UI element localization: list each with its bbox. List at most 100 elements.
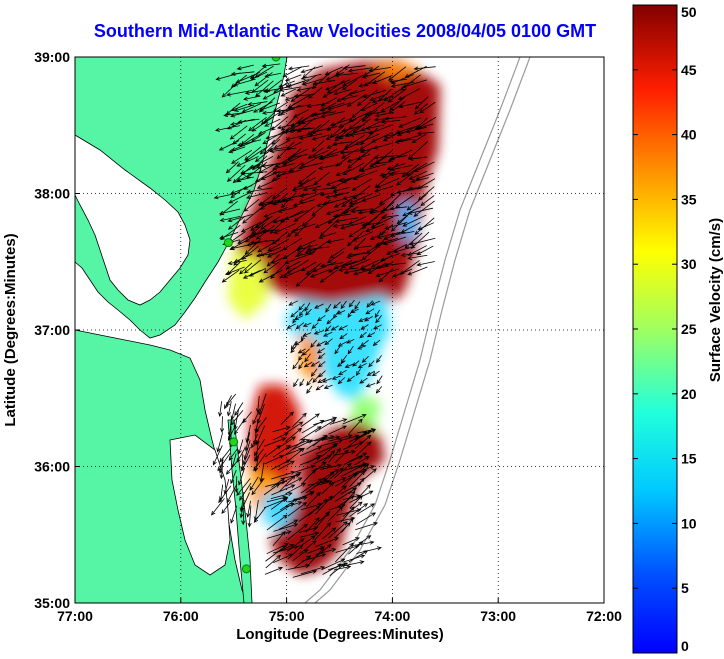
- velocity-vector: [241, 171, 268, 175]
- velocity-vector: [396, 172, 414, 186]
- velocity-vector: [306, 492, 321, 508]
- vector-arrowhead: [398, 123, 404, 128]
- velocity-vector: [364, 71, 386, 87]
- vector-arrowhead: [407, 210, 413, 215]
- velocity-vector: [349, 470, 365, 488]
- velocity-vector: [271, 477, 285, 488]
- velocity-vector: [301, 116, 323, 124]
- velocity-vector: [248, 116, 267, 131]
- velocity-vector: [228, 213, 253, 222]
- vector-arrowhead: [251, 127, 257, 132]
- velocity-vector: [298, 348, 306, 354]
- vector-arrowhead: [342, 418, 348, 423]
- vector-arrowhead: [352, 362, 357, 367]
- colorbar-tick-label: 15: [681, 451, 697, 467]
- velocity-vector: [328, 434, 353, 442]
- velocity-vector: [322, 377, 332, 383]
- velocity-vector: [302, 74, 318, 85]
- vector-arrowhead: [298, 421, 304, 426]
- vector-arrowhead: [367, 269, 373, 274]
- velocity-vector: [299, 378, 305, 387]
- vector-arrowhead: [294, 232, 299, 237]
- vector-arrowhead: [327, 454, 332, 459]
- velocity-vector: [293, 492, 314, 501]
- velocity-vector: [255, 80, 274, 97]
- vector-arrowhead: [233, 258, 239, 263]
- vector-arrowhead: [340, 504, 346, 509]
- velocity-vector: [294, 206, 316, 222]
- vector-arrowhead: [263, 213, 269, 218]
- vector-arrowhead: [374, 313, 379, 319]
- velocity-vector: [280, 210, 304, 223]
- vector-arrowhead: [347, 91, 353, 96]
- velocity-vector: [386, 244, 407, 255]
- vector-arrowhead: [388, 109, 393, 114]
- vector-arrowhead: [359, 379, 364, 384]
- vector-arrowhead: [319, 107, 325, 112]
- vector-arrowhead: [287, 105, 293, 111]
- vector-arrowhead: [255, 92, 260, 97]
- vector-arrowhead: [361, 197, 367, 202]
- velocity-vector: [282, 237, 303, 251]
- velocity-vector: [399, 117, 421, 128]
- vector-arrowhead: [320, 565, 326, 570]
- velocity-vector: [291, 223, 316, 233]
- velocity-vector: [342, 124, 365, 132]
- vector-arrowhead: [251, 229, 257, 235]
- vector-arrowhead: [254, 73, 260, 78]
- velocity-vector: [219, 447, 231, 462]
- vector-arrowhead: [338, 371, 344, 375]
- velocity-vector: [375, 237, 399, 246]
- vector-arrowhead: [402, 212, 408, 217]
- vector-arrowhead: [323, 332, 328, 337]
- velocity-vector: [358, 362, 367, 369]
- velocity-vector: [296, 268, 316, 287]
- vector-arrowhead: [350, 506, 355, 511]
- velocity-vector: [330, 125, 345, 138]
- vector-arrowhead: [270, 274, 275, 279]
- velocity-vector: [278, 206, 297, 213]
- vector-arrowhead: [354, 305, 359, 310]
- vector-arrowhead: [352, 487, 358, 492]
- velocity-vector: [342, 561, 364, 567]
- velocity-vector: [343, 456, 363, 465]
- velocity-vector: [416, 245, 434, 256]
- velocity-vector: [333, 450, 356, 456]
- velocity-vector: [258, 164, 274, 174]
- vector-arrowhead: [365, 456, 370, 461]
- velocity-vector: [260, 216, 280, 230]
- vector-arrowhead: [360, 470, 366, 476]
- velocity-vector: [340, 221, 365, 229]
- vector-arrowhead: [249, 486, 254, 491]
- velocity-vector: [259, 102, 280, 111]
- velocity-vector: [231, 403, 236, 420]
- vector-arrowhead: [365, 310, 371, 315]
- vector-arrowhead: [264, 73, 270, 78]
- velocity-vector: [315, 495, 333, 515]
- velocity-vector: [273, 553, 293, 564]
- vector-arrowhead: [366, 333, 372, 338]
- vector-arrowhead: [416, 262, 422, 267]
- vector-arrowhead: [306, 103, 312, 109]
- vector-arrowhead: [272, 194, 277, 199]
- velocity-vector: [267, 238, 290, 252]
- velocity-vector: [361, 119, 385, 132]
- vector-arrowhead: [218, 412, 223, 417]
- velocity-vector: [395, 138, 413, 143]
- velocity-vector: [348, 541, 364, 555]
- velocity-vector: [355, 522, 378, 531]
- velocity-vector: [351, 308, 359, 313]
- vector-arrowhead: [255, 223, 260, 229]
- vector-arrowhead: [347, 462, 352, 468]
- vector-arrowhead: [344, 133, 350, 137]
- vector-arrowhead: [405, 171, 411, 176]
- vector-arrowhead: [290, 484, 296, 489]
- velocity-vector: [348, 116, 365, 130]
- vector-arrowhead: [219, 428, 225, 433]
- velocity-vector: [373, 74, 393, 84]
- vector-arrowhead: [390, 83, 396, 88]
- vector-arrowhead: [286, 324, 292, 329]
- velocity-vector: [326, 72, 344, 81]
- vector-arrowhead: [249, 74, 255, 79]
- vector-arrowhead: [225, 168, 231, 174]
